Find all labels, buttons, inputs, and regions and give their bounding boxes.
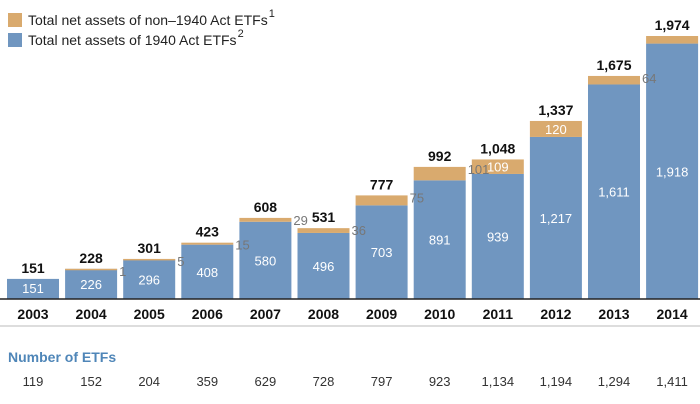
x-tick-2004: 2004 <box>76 306 107 322</box>
label-1940-act-2007: 580 <box>255 253 277 268</box>
bar-non-1940-act-2010 <box>413 166 466 181</box>
bar-non-1940-act-2007 <box>239 217 292 222</box>
x-tick-2011: 2011 <box>483 306 514 322</box>
legend-item-1940: Total net assets of 1940 Act ETFs 2 <box>8 28 275 50</box>
label-1940-act-2004: 226 <box>80 277 102 292</box>
x-tick-2010: 2010 <box>424 306 455 322</box>
etf-count-2010: 923 <box>428 374 451 389</box>
etf-count-2014: 1,411 <box>656 374 688 389</box>
bar-1940-act-2012 <box>529 136 582 299</box>
x-tick-2009: 2009 <box>366 306 397 322</box>
bar-non-1940-act-2008 <box>297 228 350 233</box>
bar-1940-act-2009 <box>355 205 408 299</box>
bar-non-1940-act-2005 <box>123 258 176 261</box>
label-total-2006: 423 <box>196 224 220 240</box>
label-1940-act-2011: 939 <box>487 229 509 244</box>
label-non-1940-act-2011: 109 <box>487 160 509 175</box>
legend-label-1940: Total net assets of 1940 Act ETFs <box>28 32 237 48</box>
bar-1940-act-2006 <box>181 244 234 299</box>
label-1940-act-2005: 296 <box>138 272 160 287</box>
x-tick-2012: 2012 <box>540 306 571 322</box>
etf-count-2006: 359 <box>196 374 219 389</box>
x-tick-2005: 2005 <box>134 306 165 322</box>
etf-count-row: 119 152 204 359 629 728 797 923 1,134 1,194 1,294 1… <box>0 374 700 394</box>
legend-footnote-1: 1 <box>268 8 275 20</box>
label-non-1940-act-2006: 15 <box>235 238 249 253</box>
x-tick-2006: 2006 <box>192 306 223 322</box>
etf-count-2013: 1,294 <box>597 374 631 389</box>
bar-1940-act-2013 <box>588 84 640 300</box>
x-tick-2014: 2014 <box>657 306 688 322</box>
label-non-1940-act-2005: 5 <box>177 254 184 269</box>
label-non-1940-act-2007: 29 <box>293 213 307 228</box>
label-total-2007: 608 <box>254 199 278 215</box>
label-total-2005: 301 <box>138 240 162 256</box>
label-total-2014: 1,974 <box>655 17 690 33</box>
bar-1940-act-2005 <box>123 259 176 299</box>
label-total-2009: 777 <box>370 176 394 192</box>
bar-1940-act-2007 <box>239 221 292 299</box>
label-1940-act-2008: 496 <box>313 259 335 274</box>
label-1940-act-2009: 703 <box>371 245 393 260</box>
label-total-2010: 992 <box>428 148 452 164</box>
legend: Total net assets of non–1940 Act ETFs 1 T… <box>8 8 275 50</box>
x-tick-2013: 2013 <box>598 306 629 322</box>
bar-1940-act-2008 <box>297 232 350 299</box>
legend-label-non-1940: Total net assets of non–1940 Act ETFs <box>28 12 268 28</box>
x-tick-2007: 2007 <box>250 306 281 322</box>
etf-count-2007: 629 <box>254 374 277 389</box>
label-total-2008: 531 <box>312 209 336 225</box>
bar-1940-act-2011 <box>471 173 524 299</box>
bar-non-1940-act-2006 <box>181 242 234 245</box>
etf-count-2011: 1,134 <box>481 374 515 389</box>
bar-1940-act-2010 <box>413 180 466 299</box>
label-non-1940-act-2013: 64 <box>642 71 656 86</box>
label-total-2004: 228 <box>79 250 103 266</box>
label-1940-act-2012: 1,217 <box>540 211 573 226</box>
label-total-2003: 151 <box>21 260 45 276</box>
bar-non-1940-act-2011 <box>471 159 524 174</box>
x-tick-2003: 2003 <box>17 306 48 322</box>
etf-count-2009: 797 <box>370 374 393 389</box>
legend-footnote-2: 2 <box>237 28 244 40</box>
bar-non-1940-act-2009 <box>355 195 408 206</box>
bar-non-1940-act-2004 <box>65 268 118 271</box>
bar-1940-act-2014 <box>646 43 699 299</box>
etf-count-title: Number of ETFs <box>8 349 117 365</box>
etf-count-2004: 152 <box>80 374 102 389</box>
legend-item-non-1940: Total net assets of non–1940 Act ETFs 1 <box>8 8 275 30</box>
label-total-2013: 1,675 <box>596 57 631 73</box>
bar-1940-act-2003 <box>7 278 59 299</box>
label-1940-act-2003: 151 <box>22 281 44 296</box>
etf-count-2008: 728 <box>312 374 335 389</box>
label-total-2012: 1,337 <box>538 102 573 118</box>
bar-non-1940-act-2012 <box>529 120 582 137</box>
label-non-1940-act-2012: 120 <box>545 122 567 137</box>
legend-swatch-non-1940 <box>8 13 22 27</box>
bar-1940-act-2004 <box>65 268 118 299</box>
x-tick-2008: 2008 <box>308 306 339 322</box>
etf-count-2012: 1,194 <box>539 374 573 389</box>
etf-count-2005: 204 <box>138 374 161 389</box>
label-non-1940-act-2004: 1 <box>119 264 126 279</box>
bar-non-1940-act-2013 <box>588 75 640 85</box>
labels-layer: 151 151 226 1 228 296 5 301 408 15 423 580 29 608 496 3… <box>21 17 690 296</box>
bars-layer <box>7 36 699 300</box>
label-1940-act-2010: 891 <box>429 233 451 248</box>
label-non-1940-act-2008: 36 <box>352 223 366 238</box>
label-1940-act-2014: 1,918 <box>656 164 689 179</box>
bar-non-1940-act-2014 <box>646 36 699 44</box>
x-tick-labels: 2003 2004 2005 2006 2007 2008 2009 2010 2011 2012… <box>17 306 687 322</box>
label-non-1940-act-2009: 75 <box>410 190 424 205</box>
label-non-1940-act-2010: 101 <box>468 162 490 177</box>
label-total-2011: 1,048 <box>480 140 515 156</box>
label-1940-act-2013: 1,611 <box>598 185 630 200</box>
label-1940-act-2006: 408 <box>196 265 218 280</box>
legend-swatch-1940 <box>8 33 22 47</box>
etf-count-2003: 119 <box>22 374 44 389</box>
